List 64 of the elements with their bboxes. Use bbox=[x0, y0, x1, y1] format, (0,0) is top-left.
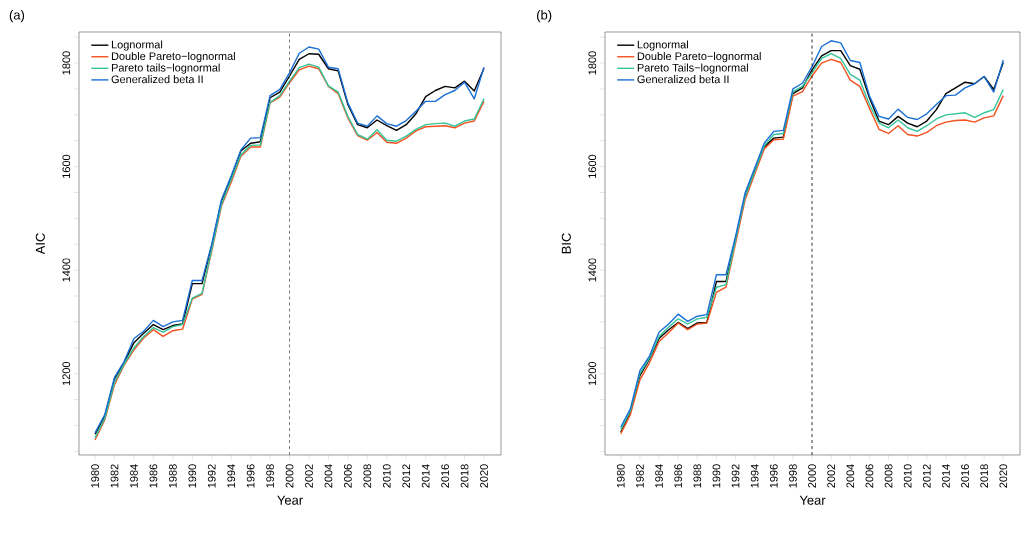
chart-title: (a) bbox=[9, 10, 25, 23]
x-tick-label: 2008 bbox=[884, 464, 893, 488]
x-tick-label: 2020 bbox=[480, 464, 488, 488]
x-tick-label: 2020 bbox=[999, 464, 1008, 488]
x-tick-label: 1998 bbox=[266, 464, 274, 488]
y-tick-label: 1600 bbox=[588, 154, 597, 178]
y-tick-label: 1800 bbox=[62, 51, 71, 75]
y-axis-title: AIC bbox=[35, 233, 45, 255]
legend-label: Pareto tails−lognormal bbox=[111, 63, 220, 74]
x-tick-label: 2000 bbox=[808, 464, 816, 488]
x-tick-label: 2000 bbox=[285, 464, 294, 488]
x-tick-label: 2018 bbox=[980, 464, 989, 488]
x-tick-label: 2012 bbox=[402, 464, 411, 488]
x-tick-label: 1990 bbox=[188, 464, 197, 488]
x-tick-label: 1994 bbox=[227, 464, 236, 488]
x-tick-label: 1992 bbox=[207, 464, 216, 488]
x-tick-label: 2006 bbox=[344, 464, 352, 488]
x-axis-title: Year bbox=[277, 495, 303, 505]
x-tick-label: 2006 bbox=[865, 464, 874, 488]
x-tick-label: 2010 bbox=[382, 464, 391, 488]
legend-label: Double Pareto−lognormal bbox=[637, 51, 761, 63]
x-tick-label: 1994 bbox=[750, 464, 759, 488]
x-tick-label: 1988 bbox=[168, 464, 177, 488]
legend-label: Double Pareto−lognormal bbox=[111, 51, 235, 63]
x-tick-label: 1982 bbox=[636, 464, 644, 488]
x-tick-label: 2016 bbox=[961, 464, 969, 488]
x-tick-label: 1980 bbox=[91, 464, 99, 488]
x-tick-label: 1998 bbox=[789, 464, 797, 488]
x-tick-label: 2010 bbox=[903, 464, 912, 488]
x-tick-label: 2012 bbox=[922, 464, 931, 488]
x-tick-label: 1986 bbox=[674, 464, 683, 488]
y-tick-label: 1200 bbox=[588, 361, 597, 386]
y-tick-label: 1200 bbox=[62, 361, 71, 386]
x-tick-label: 1990 bbox=[712, 464, 721, 488]
x-tick-label: 2014 bbox=[942, 464, 950, 488]
x-tick-label: 2002 bbox=[827, 464, 836, 488]
legend-label: Pareto Tails−lognormal bbox=[637, 63, 748, 74]
x-tick-label: 1992 bbox=[731, 464, 740, 488]
x-tick-label: 1980 bbox=[616, 464, 625, 488]
x-tick-label: 1984 bbox=[130, 464, 138, 488]
x-tick-label: 1986 bbox=[149, 464, 158, 488]
x-tick-label: 1996 bbox=[769, 464, 778, 488]
legend-label: Generalized beta II bbox=[637, 75, 729, 84]
y-tick-label: 1800 bbox=[588, 51, 597, 75]
x-tick-label: 2014 bbox=[421, 464, 430, 488]
x-tick-label: 1984 bbox=[655, 464, 663, 488]
x-tick-label: 2016 bbox=[441, 464, 449, 488]
x-tick-label: 2002 bbox=[305, 464, 313, 488]
x-tick-label: 2018 bbox=[460, 464, 469, 488]
y-tick-label: 1600 bbox=[62, 154, 71, 178]
x-axis-title: Year bbox=[799, 495, 826, 505]
x-tick-label: 2008 bbox=[363, 464, 372, 488]
x-tick-label: 1988 bbox=[693, 464, 702, 488]
x-tick-label: 2004 bbox=[846, 464, 855, 488]
legend-label: Lognormal bbox=[637, 40, 688, 51]
x-tick-label: 1982 bbox=[110, 464, 119, 488]
y-axis-title: BIC bbox=[561, 233, 571, 254]
legend-label: Lognormal bbox=[111, 40, 163, 51]
chart-title: (b) bbox=[537, 10, 552, 23]
y-tick-label: 1400 bbox=[62, 258, 71, 282]
legend-label: Generalized beta II bbox=[111, 75, 203, 84]
y-tick-label: 1400 bbox=[588, 258, 597, 282]
x-tick-label: 2004 bbox=[324, 464, 333, 488]
x-tick-label: 1996 bbox=[246, 464, 255, 488]
